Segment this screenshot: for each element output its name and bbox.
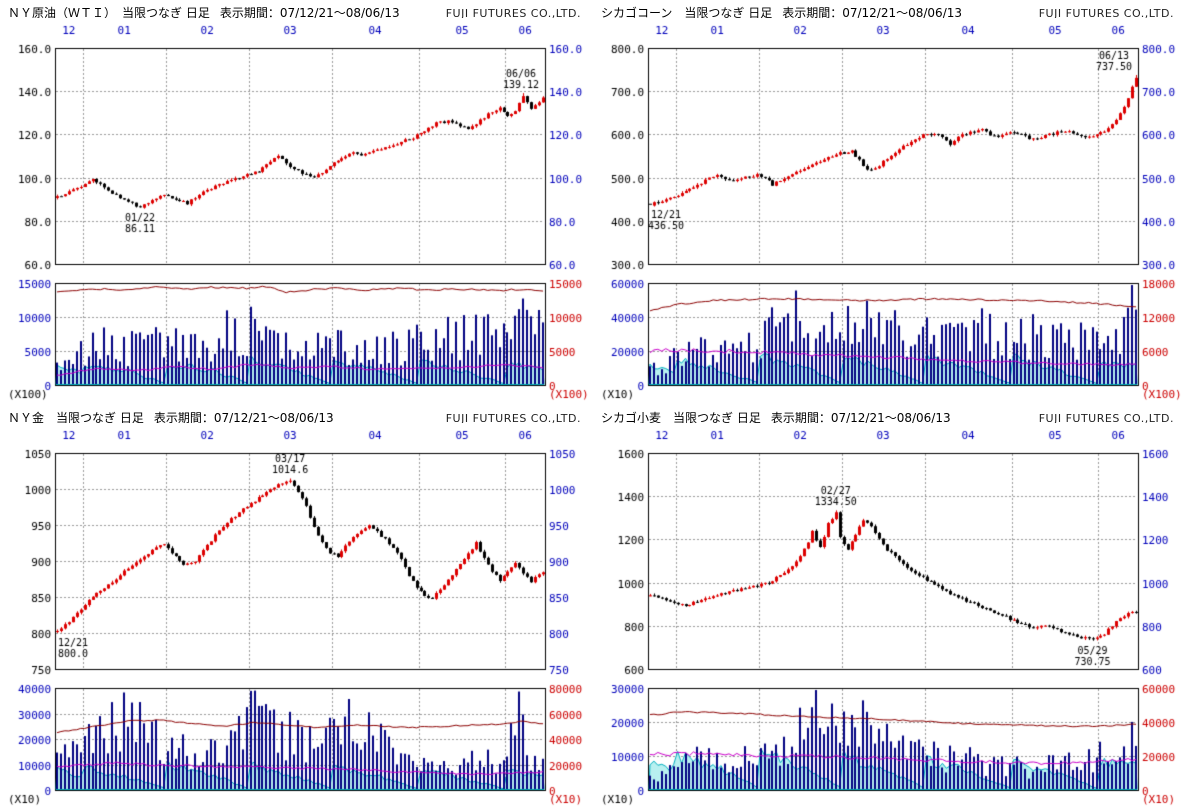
- chart-title-group: ＮＹ金 当限つなぎ 日足 表示期間：07/12/21～08/06/13: [8, 409, 334, 425]
- chart-title: ＮＹ金 当限つなぎ 日足: [8, 411, 144, 425]
- gold-candlestick-chart-canvas: [0, 423, 593, 810]
- chart-header: シカゴコーン 当限つなぎ 日足 表示期間：07/12/21～08/06/13 F…: [601, 4, 1174, 20]
- chart-title-group: シカゴ小麦 当限つなぎ 日足 表示期間：07/12/21～08/06/13: [601, 409, 951, 425]
- chart-cell-ny-gold: ＮＹ金 当限つなぎ 日足 表示期間：07/12/21～08/06/13 FUJI…: [0, 405, 593, 810]
- corn-candlestick-chart-canvas: [593, 18, 1186, 405]
- company-label: FUJI FUTURES CO.,LTD.: [1038, 7, 1174, 20]
- chart-period-label: 表示期間：07/12/21～08/06/13: [219, 6, 400, 20]
- chart-header: ＮＹ金 当限つなぎ 日足 表示期間：07/12/21～08/06/13 FUJI…: [8, 409, 581, 425]
- company-label: FUJI FUTURES CO.,LTD.: [445, 7, 581, 20]
- company-label: FUJI FUTURES CO.,LTD.: [445, 412, 581, 425]
- chart-cell-ny-crude-wti: ＮＹ原油（ＷＴＩ） 当限つなぎ 日足 表示期間：07/12/21～08/06/1…: [0, 0, 593, 405]
- company-label: FUJI FUTURES CO.,LTD.: [1038, 412, 1174, 425]
- wheat-candlestick-chart-canvas: [593, 423, 1186, 810]
- chart-title: シカゴコーン 当限つなぎ 日足: [601, 6, 773, 20]
- chart-cell-chicago-corn: シカゴコーン 当限つなぎ 日足 表示期間：07/12/21～08/06/13 F…: [593, 0, 1186, 405]
- chart-period-label: 表示期間：07/12/21～08/06/13: [153, 411, 334, 425]
- chart-period-label: 表示期間：07/12/21～08/06/13: [770, 411, 951, 425]
- chart-cell-chicago-wheat: シカゴ小麦 当限つなぎ 日足 表示期間：07/12/21～08/06/13 FU…: [593, 405, 1186, 810]
- chart-header: ＮＹ原油（ＷＴＩ） 当限つなぎ 日足 表示期間：07/12/21～08/06/1…: [8, 4, 581, 20]
- chart-title-group: ＮＹ原油（ＷＴＩ） 当限つなぎ 日足 表示期間：07/12/21～08/06/1…: [8, 4, 400, 20]
- chart-title: ＮＹ原油（ＷＴＩ） 当限つなぎ 日足: [8, 6, 210, 20]
- chart-title: シカゴ小麦 当限つなぎ 日足: [601, 411, 761, 425]
- chart-header: シカゴ小麦 当限つなぎ 日足 表示期間：07/12/21～08/06/13 FU…: [601, 409, 1174, 425]
- chart-title-group: シカゴコーン 当限つなぎ 日足 表示期間：07/12/21～08/06/13: [601, 4, 962, 20]
- chart-period-label: 表示期間：07/12/21～08/06/13: [782, 6, 963, 20]
- wti-candlestick-chart-canvas: [0, 18, 593, 405]
